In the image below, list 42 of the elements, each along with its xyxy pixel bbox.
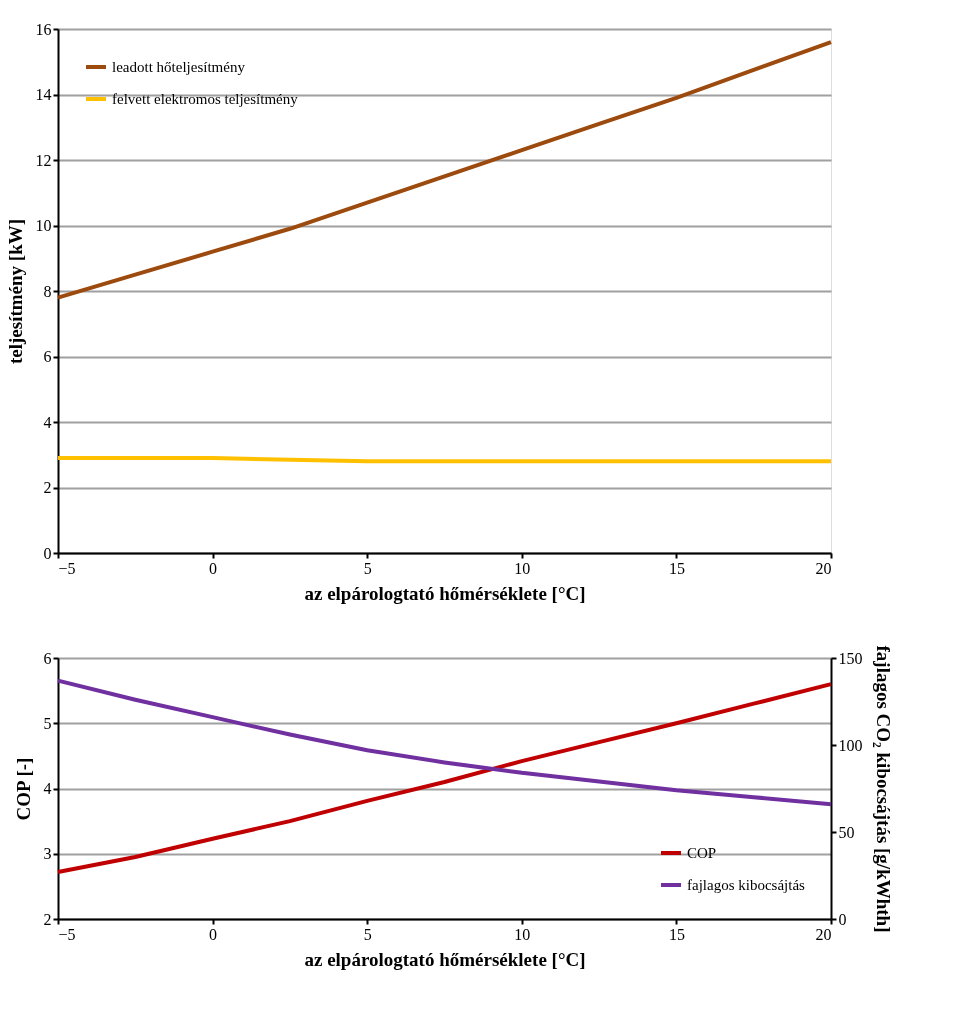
- x-tick-label: 0: [209, 559, 218, 577]
- x-tick-label: 15: [668, 559, 685, 577]
- x-axis-title: az elpárologtató hőmérséklete [°C]: [304, 948, 586, 970]
- x-tick-label: −5: [58, 925, 76, 943]
- x-tick-label: −5: [58, 559, 76, 577]
- x-tick-label: 20: [815, 925, 832, 943]
- y-tick-label: 2: [43, 479, 52, 496]
- y2-tick-label: 150: [838, 649, 863, 667]
- line-series: [56, 678, 833, 807]
- legend-label: fajlagos kibocsájtás: [687, 877, 806, 893]
- y-tick-label: 5: [43, 714, 52, 732]
- x-tick-label: 5: [363, 925, 372, 943]
- legend-label: COP: [687, 845, 717, 861]
- x-tick-label: 20: [815, 559, 832, 577]
- y-tick-label: 2: [43, 910, 52, 928]
- y-axis-title: COP [-]: [12, 757, 34, 821]
- y-tick-label: 16: [35, 20, 52, 38]
- y-tick-label: 4: [43, 413, 52, 431]
- y-tick-label: 10: [35, 217, 52, 234]
- x-tick-label: 10: [514, 925, 531, 943]
- y2-tick-label: 100: [838, 736, 863, 754]
- y-tick-label: 8: [43, 282, 52, 300]
- y-tick-label: 6: [43, 348, 52, 365]
- y2-tick-label: 0: [838, 910, 847, 928]
- y2-axis-title: fajlagos CO₂ kibocsájtás [g/kWhth]: [872, 645, 894, 933]
- y2-tick-label: 50: [838, 823, 855, 841]
- x-tick-label: 5: [363, 559, 372, 577]
- line-series: [56, 682, 833, 875]
- x-axis-title: az elpárologtató hőmérséklete [°C]: [304, 582, 586, 604]
- y-axis-title: teljesítmény [kW]: [4, 218, 26, 365]
- x-tick-label: 15: [668, 925, 685, 943]
- y-tick-label: 14: [35, 86, 52, 103]
- line-series: [56, 40, 833, 300]
- y-tick-label: 4: [43, 780, 52, 797]
- x-tick-label: 0: [209, 925, 218, 943]
- y-tick-label: 6: [43, 649, 52, 667]
- y-tick-label: 3: [43, 845, 52, 863]
- x-tick-label: 10: [514, 559, 531, 577]
- y-tick-label: 0: [43, 544, 52, 562]
- legend-label: felvett elektromos teljesítmény: [112, 91, 299, 107]
- legend-label: leadott hőteljesítmény: [112, 59, 246, 75]
- y-tick-label: 12: [35, 151, 52, 169]
